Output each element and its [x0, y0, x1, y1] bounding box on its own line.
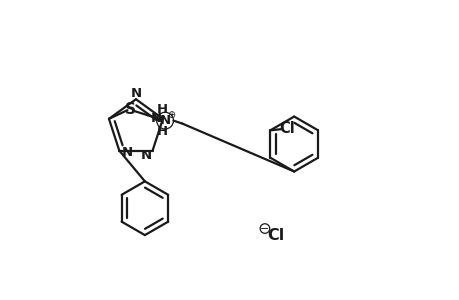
Text: Cl: Cl — [278, 121, 294, 136]
Text: Cl: Cl — [267, 228, 284, 243]
Text: H: H — [157, 125, 168, 139]
Text: N: N — [151, 112, 162, 125]
Text: −: − — [260, 224, 269, 233]
Text: S: S — [125, 102, 136, 117]
Text: ⊕: ⊕ — [167, 110, 174, 120]
Text: N: N — [122, 146, 133, 159]
Text: N: N — [141, 148, 152, 161]
Text: N: N — [130, 87, 141, 100]
Text: H: H — [157, 103, 168, 116]
Text: N: N — [159, 114, 170, 127]
